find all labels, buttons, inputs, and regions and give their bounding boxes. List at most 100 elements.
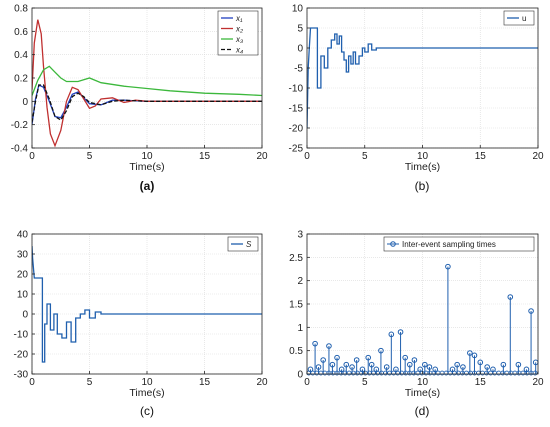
stem-marker <box>326 343 332 349</box>
stem-marker <box>368 361 375 368</box>
x-tick-label: 0 <box>29 377 35 388</box>
y-tick-label: 1 <box>297 323 303 334</box>
panel-caption: (b) <box>415 179 430 193</box>
x-tick-label: 20 <box>532 377 544 388</box>
legend-label: u <box>522 14 526 23</box>
stem-marker <box>320 357 326 363</box>
stem-marker <box>454 361 460 368</box>
stem-marker <box>334 354 340 361</box>
y-tick-label: -10 <box>14 330 29 341</box>
x-tick-label: 15 <box>199 377 211 388</box>
stem-marker <box>402 354 408 361</box>
legend-label: x₃ <box>235 35 243 44</box>
stem-marker <box>353 357 360 363</box>
y-tick-label: 0 <box>297 44 303 55</box>
series-line-3 <box>32 84 262 123</box>
x-axis-label: Time(s) <box>129 387 164 399</box>
stem-marker <box>460 364 466 370</box>
x-tick-label: 5 <box>87 377 93 388</box>
legend-label: x₁ <box>235 14 243 23</box>
stem-marker <box>411 357 418 363</box>
stem-marker <box>397 329 404 335</box>
stem-marker <box>406 361 413 368</box>
stem-marker <box>426 364 433 370</box>
stem-marker <box>471 352 478 359</box>
y-tick-label: 3 <box>297 230 303 241</box>
legend-marker <box>390 241 396 247</box>
y-tick-label: 0.6 <box>14 27 28 38</box>
stem-marker <box>523 366 530 373</box>
y-tick-label: 10 <box>17 290 29 301</box>
x-axis-label: Time(s) <box>405 387 440 399</box>
x-tick-label: 15 <box>475 151 487 162</box>
stem-marker <box>484 364 490 370</box>
x-tick-label: 15 <box>199 151 211 162</box>
y-tick-label: 30 <box>17 250 29 261</box>
y-tick-label: 0 <box>22 310 28 321</box>
y-tick-label: 0.8 <box>14 4 28 15</box>
series-line-0 <box>32 245 262 363</box>
stem-marker <box>500 361 507 368</box>
x-tick-label: 10 <box>417 377 429 388</box>
stem-marker <box>477 359 484 366</box>
stem-marker <box>383 364 390 370</box>
x-tick-label: 5 <box>362 377 368 388</box>
stem-marker <box>315 364 322 370</box>
stem-marker <box>329 361 336 368</box>
stem-marker <box>528 308 534 314</box>
stem-marker <box>507 294 514 300</box>
y-tick-label: -30 <box>14 370 29 381</box>
x-tick-label: 0 <box>304 151 310 162</box>
stem-marker <box>467 350 473 356</box>
legend-label: S <box>246 240 252 249</box>
stem-marker <box>343 361 350 368</box>
x-tick-label: 0 <box>29 151 35 162</box>
y-tick-label: 0 <box>297 370 303 381</box>
legend-label: Inter-event sampling times <box>402 240 496 249</box>
y-tick-label: -0.2 <box>11 120 29 131</box>
x-tick-label: 20 <box>256 377 268 388</box>
y-tick-label: -25 <box>289 144 304 155</box>
y-tick-label: 0 <box>22 97 28 108</box>
series-line-0 <box>307 27 538 129</box>
y-tick-label: -20 <box>289 124 304 135</box>
stem-marker <box>312 340 318 347</box>
x-tick-label: 10 <box>141 151 153 162</box>
y-tick-label: 10 <box>292 4 304 15</box>
x-tick-label: 0 <box>304 377 310 388</box>
legend-box <box>383 236 535 252</box>
chart-panel-c: 0 5 10 15 20 -30 -20 -10 0 10 20 30 40 Time(s) S (c) <box>14 230 268 419</box>
x-tick-label: 10 <box>417 151 429 162</box>
x-tick-label: 20 <box>532 151 544 162</box>
y-tick-label: -20 <box>14 350 29 361</box>
stem-marker <box>422 361 428 368</box>
y-tick-label: -5 <box>294 64 303 75</box>
x-tick-label: 5 <box>87 151 93 162</box>
series-line-2 <box>32 65 262 97</box>
stem-marker <box>349 364 355 370</box>
legend-label: x₂ <box>235 25 243 34</box>
x-tick-label: 10 <box>141 377 153 388</box>
legend-label: x₄ <box>235 46 243 55</box>
y-tick-label: 1.5 <box>289 300 303 311</box>
stem-marker <box>388 331 395 338</box>
y-tick-label: -15 <box>289 104 304 115</box>
stem-marker <box>445 263 451 270</box>
baseline-marker <box>532 370 538 376</box>
chart-panel-d: 0 5 10 15 20 0 0.5 1 1.5 2 2.5 3 Time(s) Inter-event … <box>289 230 544 419</box>
stem-marker <box>515 361 522 368</box>
y-tick-label: -10 <box>289 84 304 95</box>
y-tick-label: 0.5 <box>289 346 303 357</box>
y-tick-label: 5 <box>297 24 303 35</box>
y-tick-label: 0.4 <box>14 50 28 61</box>
x-axis-label: Time(s) <box>405 161 440 173</box>
chart-panel-a: 0 5 10 15 20 -0.4 -0.2 0 0.2 0.4 0.6 0.8 Time(s) x₁ x₂… <box>11 4 268 194</box>
y-tick-label: 0.2 <box>14 74 28 85</box>
panel-caption: (c) <box>140 404 154 418</box>
stem-marker <box>338 366 345 373</box>
panel-caption: (d) <box>415 404 430 418</box>
x-tick-label: 20 <box>256 151 268 162</box>
panel-caption: (a) <box>140 179 155 193</box>
x-axis-label: Time(s) <box>129 161 164 173</box>
